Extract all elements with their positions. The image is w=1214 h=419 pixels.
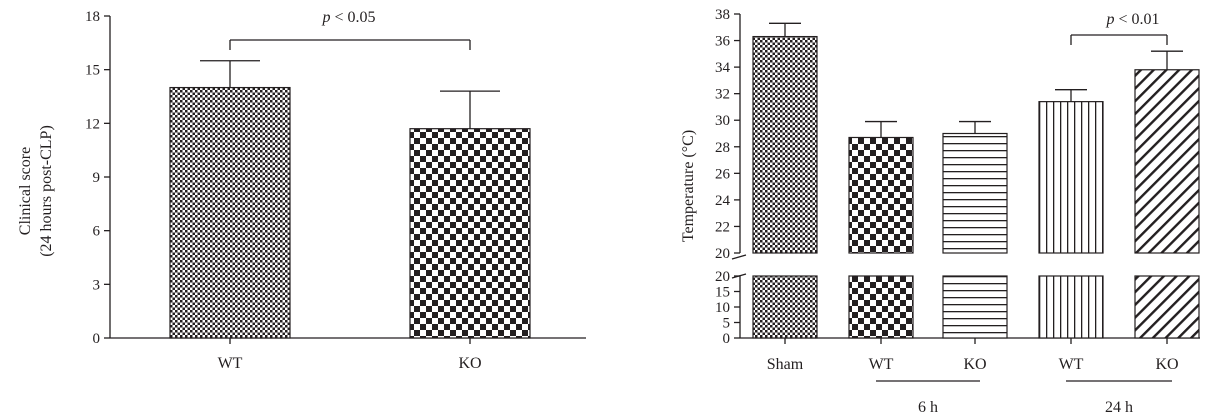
temperature-chart: Temperature (°C) 20222426283032343638051… (680, 7, 1200, 416)
left-y-axis-label-line2: (24 hours post-CLP) (38, 125, 55, 257)
clinical-score-chart: Clinical score (24 hours post-CLP) 0 3 6 9 1… (17, 9, 586, 372)
right-pvalue-symbol: p (1105, 11, 1114, 28)
left-significance: p < 0.05 (229, 9, 471, 50)
right-y-tick-label-lower: 10 (715, 300, 730, 316)
left-pvalue-symbol: p (321, 9, 330, 26)
left-bar-ko (409, 128, 531, 339)
right-y-tick-label-upper: 24 (715, 193, 731, 209)
right-bar-wt-24h-lower (1038, 275, 1104, 339)
right-pvalue-label: p < 0.01 (1105, 11, 1159, 28)
right-bar-ko-24h-lower (1134, 275, 1200, 339)
right-y-tick-label-upper: 28 (715, 140, 730, 156)
right-y-tick-label-upper: 36 (715, 34, 731, 50)
left-y-tick-label: 6 (93, 224, 101, 240)
left-pvalue-text: < 0.05 (330, 9, 375, 26)
left-y-tick-label: 3 (93, 277, 101, 293)
left-bars (169, 60, 531, 339)
right-axis-break-mark (731, 254, 747, 260)
right-y-tick-label-upper: 26 (715, 166, 731, 182)
right-groups: 6 h 24 h (876, 380, 1172, 416)
right-y-tick-label-upper: 32 (715, 87, 730, 103)
right-bar-wt-6h-lower (848, 275, 914, 339)
left-y-tick-label: 12 (85, 116, 100, 132)
right-bar-sham-lower (752, 275, 818, 339)
right-y-tick-label-lower: 5 (723, 316, 731, 332)
right-bar-ko-6h-lower (942, 275, 1008, 339)
left-x-category-label: KO (458, 355, 481, 372)
left-y-tick-label: 15 (85, 63, 100, 79)
right-x-category-label: KO (963, 356, 986, 373)
right-y-tick-label-upper: 34 (715, 60, 731, 76)
right-significance: p < 0.01 (1070, 11, 1168, 45)
left-pvalue-label: p < 0.05 (321, 9, 375, 26)
right-y-tick-label-upper: 38 (715, 7, 730, 23)
right-y-tick-label-upper: 22 (715, 219, 730, 235)
right-bar-wt-24h-upper (1038, 101, 1104, 254)
right-y-tick-label-upper: 20 (715, 246, 730, 262)
left-y-axis-label-line1: Clinical score (17, 147, 34, 235)
right-y-axis-label: Temperature (°C) (680, 130, 697, 242)
right-bar-ko-6h-upper (942, 132, 1008, 254)
right-bars (752, 22, 1200, 339)
right-x-category-label: Sham (767, 356, 804, 373)
left-y-tick-label: 9 (93, 170, 101, 186)
right-bar-wt-6h-upper (848, 136, 914, 254)
right-x-category-label: KO (1155, 356, 1178, 373)
left-y-tick-label: 18 (85, 9, 100, 25)
right-group-label: 6 h (918, 399, 938, 416)
left-bar-wt (169, 86, 291, 339)
right-x-category-label: WT (1059, 356, 1084, 373)
right-x-category-label: WT (869, 356, 894, 373)
right-y-tick-label-lower: 15 (715, 285, 730, 301)
right-y-tick-label-lower: 20 (715, 269, 730, 285)
right-y-tick-label-lower: 0 (723, 331, 731, 347)
right-pvalue-text: < 0.01 (1114, 11, 1159, 28)
right-y-tick-label-upper: 30 (715, 113, 730, 129)
right-bar-ko-24h-upper (1134, 69, 1200, 254)
right-bar-sham-upper (752, 35, 818, 254)
left-y-tick-label: 0 (93, 331, 101, 347)
right-group-label: 24 h (1105, 399, 1133, 416)
left-x-category-label: WT (218, 355, 243, 372)
